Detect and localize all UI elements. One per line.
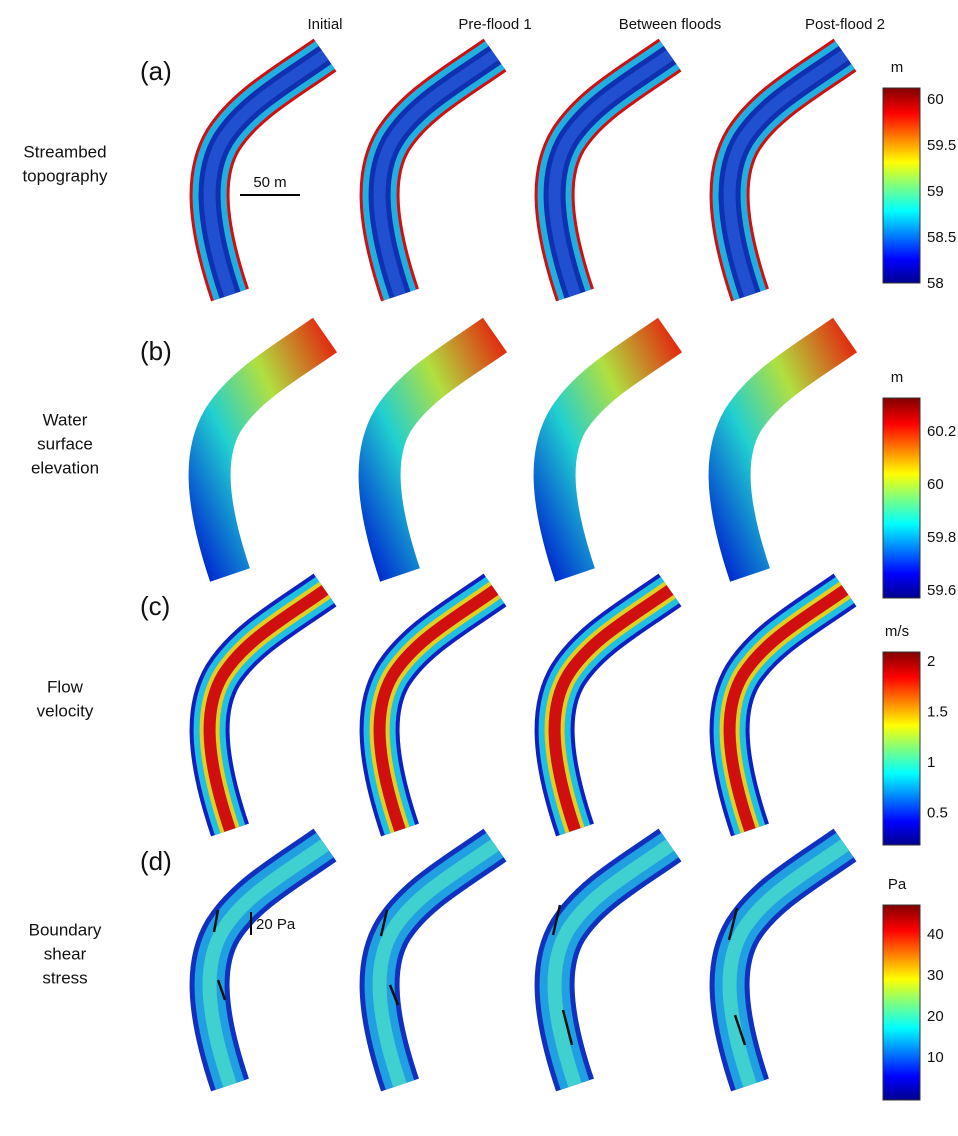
colorbar-tick: 30 (927, 967, 944, 984)
row-label: topography (22, 166, 108, 185)
colorbar-tick: 60.2 (927, 423, 956, 440)
shear-arrow (727, 907, 739, 941)
row-label: Water (43, 410, 88, 429)
column-header: Between floods (619, 16, 722, 33)
colorbar (882, 904, 921, 1101)
shear-arrow (216, 979, 227, 1001)
channel-map (730, 845, 845, 1085)
colorbar-tick: 59.6 (927, 582, 956, 599)
colorbar-tick: 60 (927, 91, 944, 108)
colorbar-tick: 60 (927, 476, 944, 493)
channel-map (730, 590, 845, 830)
channel-map (555, 55, 670, 295)
column-header: Pre-flood 1 (458, 16, 531, 33)
shear-arrow (551, 904, 562, 936)
row-label: shear (44, 944, 87, 963)
shear-arrow (379, 909, 389, 937)
channel-map (210, 845, 325, 1085)
colorbar (882, 87, 921, 284)
colorbar-tick: 20 (927, 1008, 944, 1025)
colorbar-tick: 59.5 (927, 137, 956, 154)
colorbar-tick: 0.5 (927, 804, 948, 821)
colorbar-tick: 58.5 (927, 229, 956, 246)
colorbar-tick: 2 (927, 653, 935, 670)
colorbar-tick: 1 (927, 754, 935, 771)
colorbar (882, 651, 921, 846)
scale-bar-label: 50 m (253, 174, 286, 191)
shear-arrow (388, 984, 400, 1006)
panel-letter: (a) (140, 56, 172, 86)
row-label: stress (42, 968, 87, 987)
shear-arrow (733, 1014, 747, 1046)
panel-letter: (b) (140, 336, 172, 366)
channel-map (210, 335, 325, 575)
scale-bar-label: 20 Pa (256, 916, 296, 933)
column-header: Initial (307, 16, 342, 33)
colorbar-unit: Pa (888, 876, 907, 893)
panel-letter: (c) (140, 591, 170, 621)
row-label: velocity (37, 701, 94, 720)
channel-map (380, 55, 495, 295)
colorbar-tick: 59.8 (927, 529, 956, 546)
colorbar-unit: m (891, 59, 904, 76)
shear-arrow (212, 909, 220, 933)
colorbar-tick: 59 (927, 183, 944, 200)
colorbar-tick: 1.5 (927, 703, 948, 720)
channel-map (555, 590, 670, 830)
colorbar-tick: 40 (927, 926, 944, 943)
channel-layer (380, 335, 495, 575)
shear-arrow (561, 1009, 574, 1046)
channel-map (730, 335, 845, 575)
channel-map (555, 335, 670, 575)
channel-layer (210, 335, 325, 575)
channel-map (380, 335, 495, 575)
channel-map (380, 590, 495, 830)
colorbar-unit: m/s (885, 623, 909, 640)
row-label: elevation (31, 458, 99, 477)
panel-letter: (d) (140, 846, 172, 876)
row-label: surface (37, 434, 93, 453)
channel-map (555, 845, 670, 1085)
colorbar-tick: 58 (927, 275, 944, 292)
channel-map (210, 590, 325, 830)
row-label: Streambed (23, 142, 106, 161)
channel-map (730, 55, 845, 295)
column-header: Post-flood 2 (805, 16, 885, 33)
colorbar (882, 397, 921, 599)
row-label: Boundary (29, 920, 102, 939)
colorbar-unit: m (891, 369, 904, 386)
row-label: Flow (47, 677, 84, 696)
channel-layer (730, 335, 845, 575)
channel-layer (555, 335, 670, 575)
channel-map (380, 845, 495, 1085)
colorbar-tick: 10 (927, 1049, 944, 1066)
